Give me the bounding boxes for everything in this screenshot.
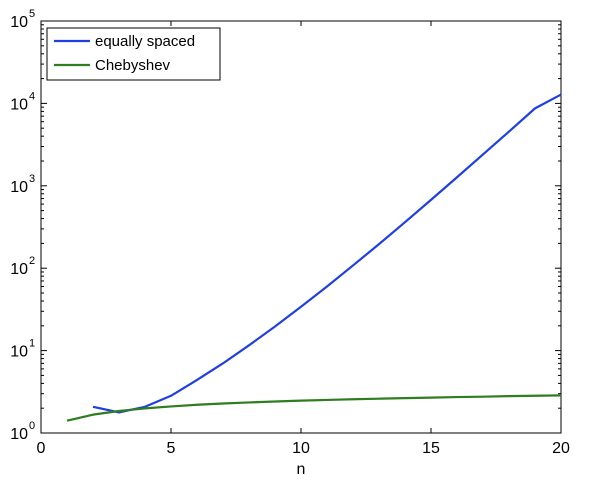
legend-label: equally spaced	[95, 33, 195, 50]
x-tick-label: 5	[167, 440, 176, 457]
plot-area	[40, 20, 562, 434]
x-tick-label: 0	[37, 440, 46, 457]
x-tick-label: 20	[552, 440, 570, 457]
legend-label: Chebyshev	[95, 57, 171, 74]
y-tick-label-base: 10	[10, 14, 28, 31]
x-tick-label: 10	[292, 440, 310, 457]
y-tick-label-exponent: 4	[29, 90, 35, 102]
legend-box	[46, 27, 221, 81]
y-tick-label-exponent: 2	[29, 255, 35, 267]
y-tick-label-exponent: 3	[29, 173, 35, 185]
y-tick-label-base: 10	[10, 179, 28, 196]
y-tick-label-base: 10	[10, 344, 28, 361]
y-tick-label-base: 10	[10, 426, 28, 443]
x-axis-label: n	[297, 461, 306, 478]
y-tick-label-base: 10	[10, 261, 28, 278]
series-layer	[66, 93, 562, 422]
series-line-equally-spaced	[92, 93, 562, 414]
series-line-chebyshev	[66, 394, 562, 422]
y-tick-label-exponent: 5	[29, 8, 35, 20]
legend: equally spaced Chebyshev	[46, 27, 221, 81]
y-tick-label-base: 10	[10, 96, 28, 113]
x-tick-label: 15	[422, 440, 440, 457]
y-tick-label-exponent: 0	[29, 420, 35, 432]
y-tick-label-exponent: 1	[29, 338, 35, 350]
